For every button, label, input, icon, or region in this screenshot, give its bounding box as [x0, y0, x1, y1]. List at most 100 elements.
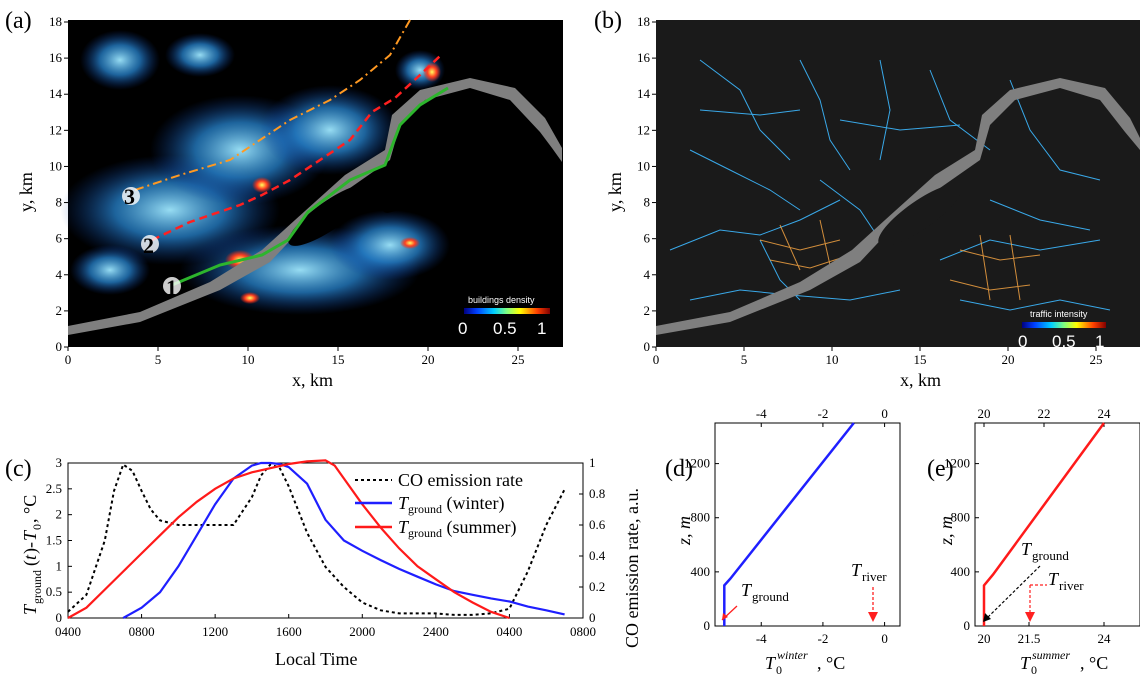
colorbar-a-tick-2: 1	[537, 319, 546, 338]
ytick-label: 0	[704, 618, 711, 633]
line-2-red-dashed	[151, 55, 441, 242]
colorbar-a-title: buildings density	[468, 295, 535, 305]
line-label-3: 3	[124, 184, 135, 209]
svg-text:summer: summer	[1032, 648, 1070, 662]
road-network-core	[759, 219, 1041, 301]
xtick-label: 0	[881, 631, 888, 646]
svg-text:0: 0	[776, 663, 782, 677]
ytick-label: 4	[644, 267, 651, 282]
xtick-label: 25	[1090, 352, 1103, 367]
xtick-top-label: -4	[756, 406, 767, 421]
line-label-2: 2	[143, 233, 154, 258]
island-b	[878, 184, 962, 246]
panel-b: traffic intensity 0 0.5 1 0 5 10 15 20 250246…	[594, 8, 1140, 390]
panel-d-ylabel: z, m	[674, 516, 694, 546]
svg-text:T: T	[851, 560, 863, 580]
ytick-label: 10	[637, 158, 650, 173]
ytick-label: 800	[951, 510, 971, 525]
xtick-label: 1200	[202, 624, 228, 639]
panel-b-ylabel: y, km	[605, 172, 625, 212]
xtick-label: 0	[653, 352, 660, 367]
ytick-label: 800	[691, 510, 711, 525]
ytick-label: 16	[637, 50, 651, 65]
svg-text:T: T	[20, 529, 40, 541]
svg-text:, °C: , °C	[817, 653, 845, 673]
ytick-label: 2	[56, 507, 63, 522]
legend-c-label-winter: Tground (winter)	[398, 493, 505, 516]
xtick-label: -4	[756, 631, 767, 646]
ytick-label: 1200	[684, 456, 710, 471]
ytick-label: 8	[644, 195, 651, 210]
xtick-label: -2	[817, 631, 828, 646]
road-network	[669, 59, 1111, 311]
ytick-label: 1.5	[46, 533, 62, 548]
panel-e-annotation-river: T river	[1025, 569, 1084, 622]
panel-c: 0400 0800 1200 1600 2000 2400 0400 080000.511.5…	[5, 455, 642, 669]
svg-text:0: 0	[1031, 663, 1037, 677]
ytick-label: 14	[49, 86, 63, 101]
xtick-top-label: 20	[978, 406, 991, 421]
xtick-label: 25	[512, 352, 525, 367]
xtick-label: 10	[826, 352, 839, 367]
panel-c-label: (c)	[5, 456, 32, 482]
panel-b-label: (b)	[594, 8, 622, 34]
xtick-label: 5	[155, 352, 162, 367]
svg-text:ground: ground	[752, 589, 789, 604]
panel-d-annotation-ground: T ground	[721, 580, 789, 621]
ytick-label: 400	[951, 564, 971, 579]
xtick-label: 1600	[276, 624, 302, 639]
legend-c-label-co: CO emission rate	[398, 470, 523, 490]
xtick-label: 10	[242, 352, 255, 367]
ytick-label: 0.5	[46, 584, 62, 599]
panel-c-ylabel: T ground ( t )- T 0 , °C	[20, 495, 44, 615]
series-ground-winter	[122, 461, 565, 619]
panel-d-annotation-river: T river	[851, 560, 887, 622]
ytick-label: 2	[644, 303, 651, 318]
xtick-top-label: 24	[1098, 406, 1112, 421]
xtick-label: 2000	[349, 624, 375, 639]
xtick-label: 5	[741, 352, 748, 367]
y2tick-label: 1	[589, 455, 596, 470]
axes-d: -4 -2 0 -4 -2 0 0 400 800 1200	[684, 406, 888, 646]
panel-d-xlabel: T 0 winter , °C	[765, 648, 845, 677]
y2tick-label: 0.4	[589, 548, 606, 563]
ytick-label: 2.5	[46, 481, 62, 496]
y2tick-label: 0.8	[589, 486, 605, 501]
plot-d-frame	[714, 422, 901, 627]
series-profile	[982, 422, 1106, 626]
ytick-label: 3	[56, 455, 63, 470]
svg-text:T: T	[741, 580, 753, 600]
plot-e-frame	[974, 422, 1140, 627]
series-profile	[723, 422, 855, 626]
colorbar-a-tick-0: 0	[458, 319, 467, 338]
xtick-top-label: 0	[881, 406, 888, 421]
ytick-label: 12	[637, 122, 650, 137]
colorbar-b-tick-2: 1	[1095, 332, 1104, 351]
colorbar-b: traffic intensity 0 0.5 1	[1018, 309, 1106, 351]
xtick-label: 21.5	[1018, 631, 1041, 646]
panel-a-ylabel: y, km	[16, 172, 36, 212]
panel-c-xlabel: Local Time	[275, 649, 358, 669]
ytick-label: 18	[49, 14, 62, 29]
colorbar-a-tick-1: 0.5	[493, 319, 517, 338]
line-labels: 1 2 3	[122, 184, 181, 300]
xtick-label: 2400	[423, 624, 449, 639]
panel-e-label: (e)	[927, 456, 954, 482]
ytick-label: 2	[56, 303, 63, 318]
ytick-label: 8	[56, 195, 63, 210]
panel-d-label: (d)	[665, 456, 693, 482]
colorbar-b-tick-1: 0.5	[1052, 332, 1076, 351]
axes-e: 20 21.5 24 20 22 24 0 400 800 1200	[944, 406, 1111, 646]
xtick-top-label: 22	[1038, 406, 1051, 421]
xtick-label: 0	[65, 352, 72, 367]
panel-a-xlabel: x, km	[292, 370, 333, 390]
svg-text:ground: ground	[1032, 548, 1069, 563]
ytick-label: 16	[49, 50, 63, 65]
series-co-emission	[67, 463, 566, 616]
ytick-label: 18	[637, 14, 650, 29]
colorbar-b-tick-0: 0	[1018, 332, 1027, 351]
xtick-label: 0400	[496, 624, 522, 639]
xtick-label: 15	[332, 352, 345, 367]
